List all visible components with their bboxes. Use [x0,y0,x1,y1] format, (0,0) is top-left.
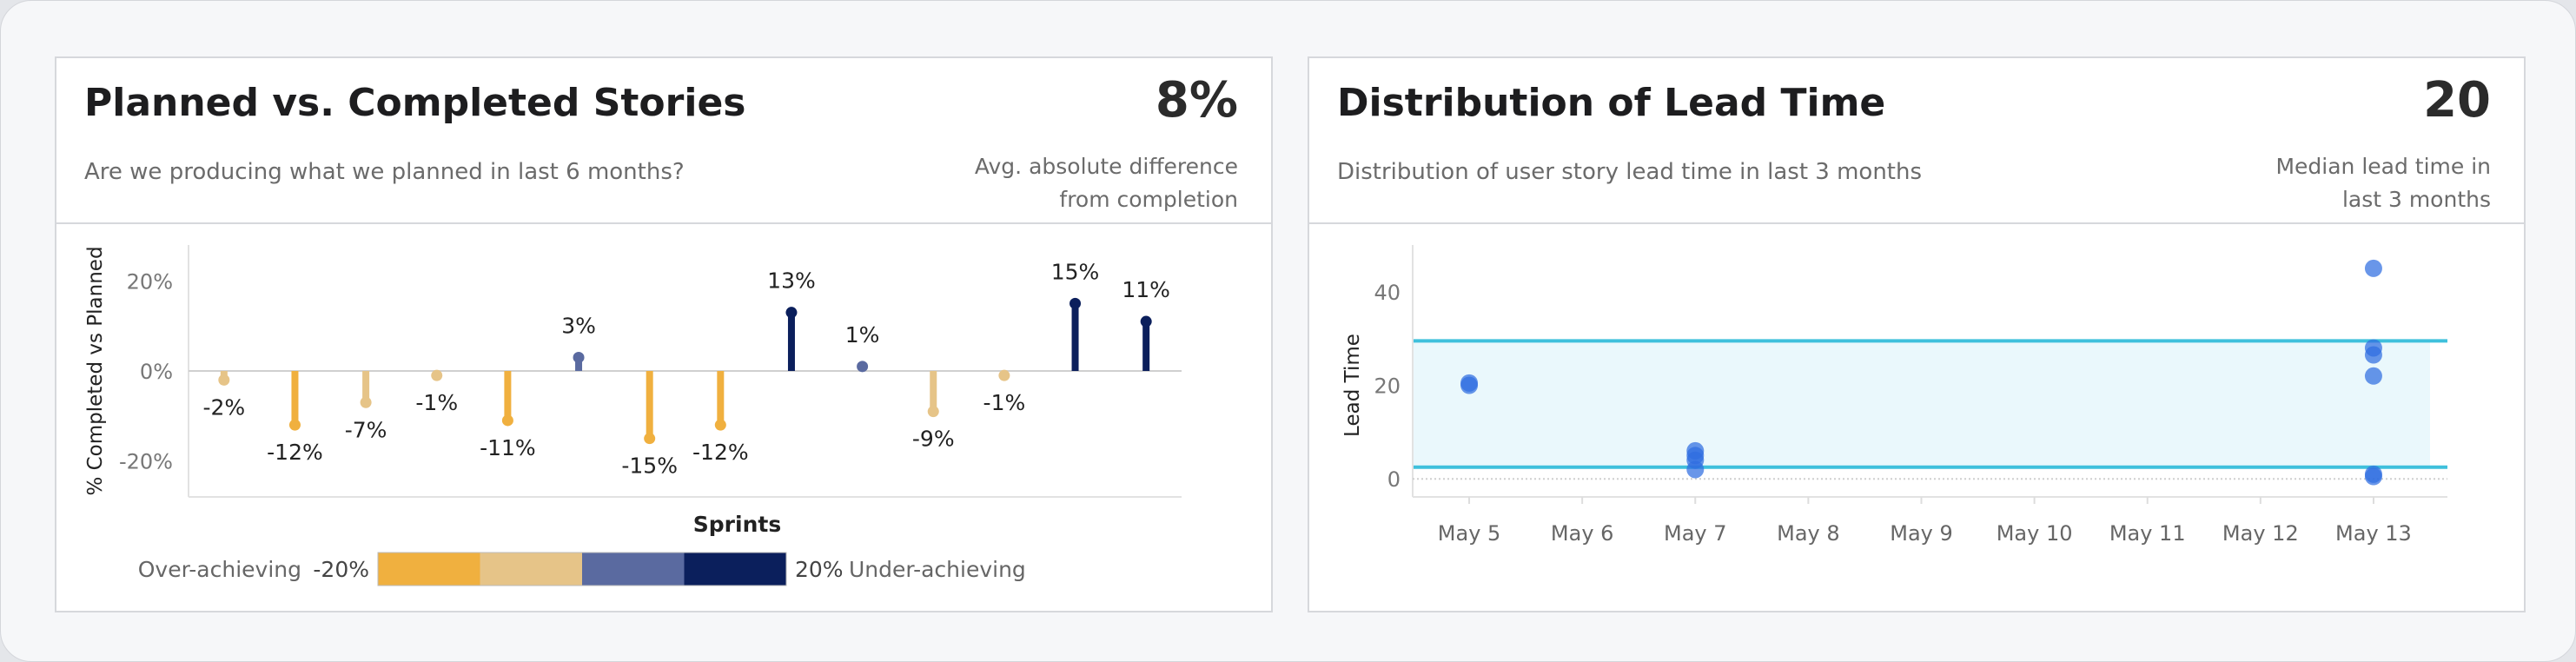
lollipop-dot [501,414,513,427]
bar-axes: -20% 0% 20% % Completed vs Planned Sprints [84,245,1182,537]
legend-max-label: 20% [795,557,844,582]
legend-swatch [378,553,480,586]
kpi-label: Median lead time in last 3 months [2178,150,2491,216]
card-header: Distribution of Lead Time Distribution o… [1309,58,2524,224]
x-tick-label: May 5 [1438,521,1501,546]
data-label: -11% [480,435,536,460]
legend-swatch [582,553,685,586]
x-axis-title: Sprints [693,512,781,537]
lead-time-card: Distribution of Lead Time Distribution o… [1308,56,2526,612]
lollipop-dot [1069,297,1082,309]
y-tick-label: 20% [127,269,173,294]
data-label: -15% [621,453,678,479]
kpi-label-line: Avg. absolute difference [974,154,1238,179]
kpi-value: 8% [1155,72,1238,129]
lollipop-dot [218,374,230,386]
x-tick-label: May 12 [2222,521,2299,546]
reference-band [1413,339,2447,469]
lollipop-dot [573,351,585,363]
y-tick-label: -20% [119,450,173,474]
data-label: -7% [345,417,387,442]
bar-chart: -20% 0% 20% % Completed vs Planned Sprints -… [84,245,1182,586]
card-title: Planned vs. Completed Stories [84,81,746,125]
x-tick-label: May 13 [2335,521,2412,546]
x-tick-label: May 6 [1551,521,1614,546]
scatter-point [2364,367,2382,385]
kpi-label-line: Median lead time in [2275,154,2491,179]
data-label: -9% [912,427,955,452]
data-label: 3% [561,313,596,338]
kpi-label-line: last 3 months [2341,187,2491,212]
x-tick-label: May 11 [2109,521,2186,546]
data-label: 11% [1122,277,1170,302]
card-title: Distribution of Lead Time [1337,81,1886,125]
lollipop-dot [927,406,939,418]
scatter-point [2364,346,2382,364]
x-tick-label: May 10 [1997,521,2073,546]
legend-min-label: -20% [313,557,369,582]
kpi-value: 20 [2423,72,2491,129]
data-label: 1% [845,322,880,348]
data-label: 15% [1051,259,1100,284]
x-tick-label: May 7 [1664,521,1727,546]
data-label: -12% [692,440,749,465]
lollipop-dot [785,307,798,319]
kpi-label-line: from completion [1059,187,1238,212]
lollipop-dot [644,433,656,445]
legend-swatch [480,553,582,586]
y-tick-label: 40 [1374,281,1401,305]
card-header: Planned vs. Completed Stories Are we pro… [56,58,1271,224]
legend-swatch [684,553,786,586]
x-tick-label: May 9 [1890,521,1953,546]
lollipop-dot [998,369,1010,381]
bar-marks: -2% -12% -7% -1% -11% 3% -15% -12% 13% 1% -9% -1% 15… [202,259,1169,478]
legend-border [377,552,787,586]
legend-right-text: Under-achieving [849,557,1026,582]
scatter-chart: 0 20 40 Lead Time May 5 May 6 May 7 May 8 May 9 M… [1341,245,2447,546]
y-axis-title: Lead Time [1341,334,1364,437]
data-label: 13% [767,268,816,294]
scatter-point [2364,467,2382,486]
scatter-marks [1460,259,2382,486]
planned-vs-completed-card: Planned vs. Completed Stories Are we pro… [55,56,1273,612]
scatter-point [1686,441,1705,460]
data-label: -12% [267,440,323,465]
lollipop-dot [857,361,869,373]
scatter-point [1460,374,1479,392]
y-tick-label: 0 [1387,467,1401,492]
data-label: -1% [983,390,1026,415]
card-subtitle: Are we producing what we planned in last… [84,159,685,185]
lollipop-dot [1140,315,1152,328]
y-tick-label: 20 [1374,374,1401,399]
color-legend: Over-achieving -20% 20% Under-achieving [138,552,1026,586]
lollipop-dot [431,369,443,381]
data-label: -1% [415,390,458,415]
lollipop-dot [714,419,726,431]
y-axis-title: % Completed vs Planned [84,246,107,495]
lollipop-dot [360,396,372,408]
data-label: -2% [202,394,245,420]
x-tick-label: May 8 [1777,521,1840,546]
scatter-axes: 0 20 40 Lead Time May 5 May 6 May 7 May 8 May 9 M… [1341,245,2447,546]
scatter-point [2364,259,2382,277]
kpi-label: Avg. absolute difference from completion [925,150,1238,216]
card-subtitle: Distribution of user story lead time in … [1337,159,1923,185]
legend-left-text: Over-achieving [138,557,301,582]
band-fill [1413,341,2430,467]
lollipop-dot [288,419,301,431]
y-tick-label: 0% [140,360,173,384]
